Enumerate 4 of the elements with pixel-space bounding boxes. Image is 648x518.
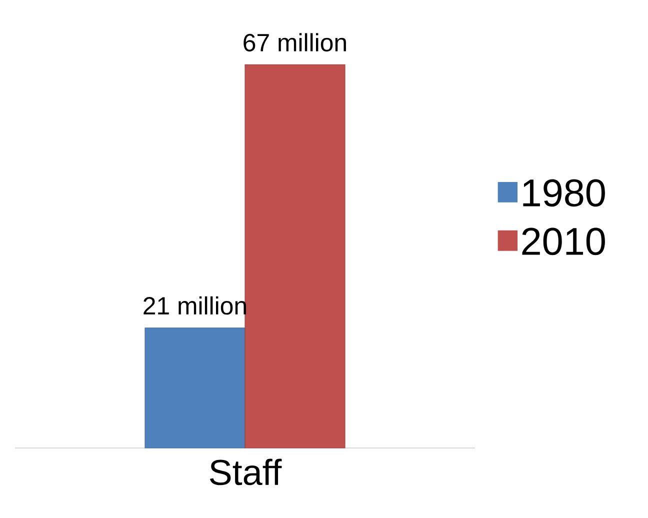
legend-label: 2010	[522, 228, 605, 256]
legend-label: 1980	[523, 179, 605, 207]
data-label: 67 million	[244, 33, 346, 52]
x-tick-label: Staff	[210, 458, 282, 486]
